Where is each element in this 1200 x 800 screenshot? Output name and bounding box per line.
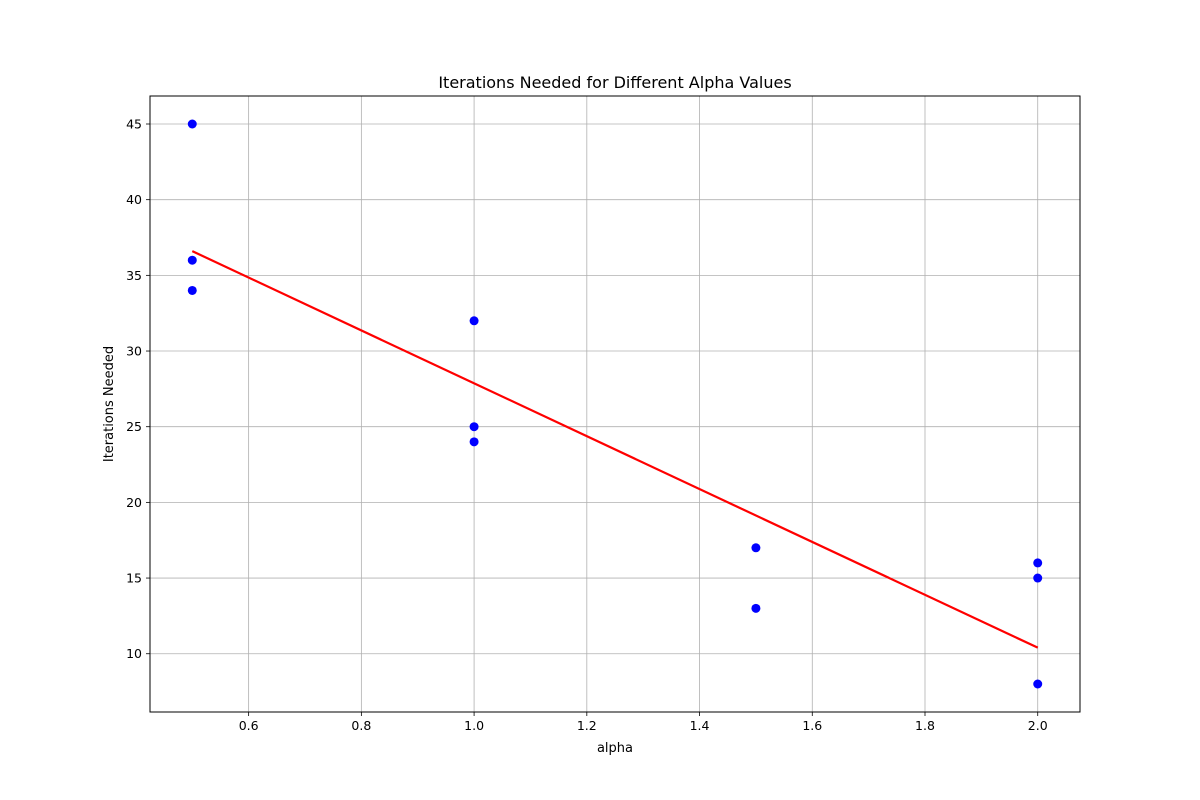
x-tick-label: 2.0	[1028, 718, 1048, 733]
data-point	[187, 255, 197, 265]
x-tick-label: 0.6	[239, 718, 259, 733]
fit-line	[191, 250, 1039, 649]
data-point	[1033, 573, 1043, 583]
y-tick-label: 25	[126, 419, 142, 434]
y-tick-label: 40	[126, 192, 142, 207]
x-tick-label: 1.6	[802, 718, 822, 733]
data-point	[469, 437, 479, 447]
x-tick-label: 1.4	[690, 718, 710, 733]
data-point	[1033, 558, 1043, 568]
data-point	[751, 603, 761, 613]
x-tick-label: 0.8	[351, 718, 371, 733]
data-points	[187, 119, 1043, 689]
data-point	[469, 422, 479, 432]
x-tick-label: 1.2	[577, 718, 597, 733]
data-point	[1033, 679, 1043, 689]
y-tick-label: 10	[126, 646, 142, 661]
y-tick-label: 30	[126, 344, 142, 359]
y-tick-label: 35	[126, 268, 142, 283]
plot-frame	[149, 95, 1081, 713]
x-tick-label: 1.0	[464, 718, 484, 733]
x-tick-label: 1.8	[915, 718, 935, 733]
data-point	[751, 543, 761, 553]
axis-ticks: 0.6 0.8 1.0 1.2 1.4 1.6 1.8 2.0 10 15 20 25 30 35 40 45	[126, 117, 1048, 734]
y-tick-label: 45	[126, 117, 142, 132]
data-point	[187, 119, 197, 129]
grid	[150, 96, 1080, 712]
data-point	[469, 316, 479, 326]
y-tick-label: 20	[126, 495, 142, 510]
y-axis-label: Iterations Needed	[102, 346, 117, 462]
y-tick-label: 15	[126, 571, 142, 586]
data-point	[187, 285, 197, 295]
chart-title: Iterations Needed for Different Alpha Va…	[438, 73, 791, 92]
x-axis-label: alpha	[597, 741, 633, 756]
fit-line-layer	[191, 250, 1039, 649]
